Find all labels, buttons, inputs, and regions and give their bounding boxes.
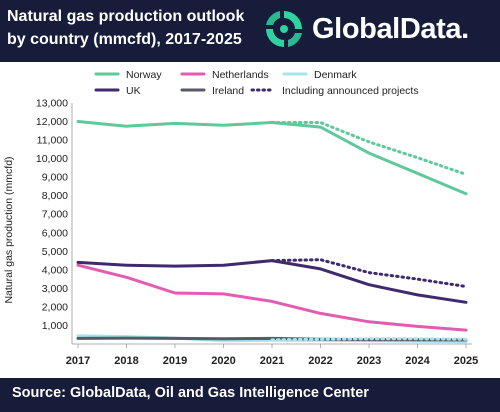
announced-projects-line-2 <box>270 337 468 342</box>
legend: Norway Netherlands Denmark UK Ireland Includi… <box>94 69 419 97</box>
series-line-norway <box>76 120 468 196</box>
x-tick-label: 2022 <box>308 355 332 367</box>
y-tick-label: 7,000 <box>42 209 68 221</box>
x-tick-label: 2024 <box>405 355 430 367</box>
y-tick-label: 6,000 <box>42 227 68 239</box>
legend-item: Netherlands <box>180 69 269 81</box>
legend-label: UK <box>126 85 141 97</box>
legend-label: Ireland <box>212 85 244 97</box>
x-tick-label: 2017 <box>66 355 90 367</box>
logo-wordmark: GlobalData. <box>312 12 469 45</box>
x-tick-label: 2023 <box>357 355 381 367</box>
series-line-netherlands <box>76 263 468 332</box>
y-tick-label: 1,000 <box>42 320 68 332</box>
legend-label: Including announced projects <box>282 85 419 97</box>
y-tick-label: 3,000 <box>42 283 68 295</box>
footer-banner: Source: GlobalData, Oil and Gas Intellig… <box>0 378 500 412</box>
legend-label: Netherlands <box>212 69 269 81</box>
legend-item: Ireland <box>180 85 244 97</box>
y-axis: 1,000 2,000 3,000 4,000 5,000 6,000 7,000 8,000… <box>36 98 73 344</box>
x-tick-label: 2020 <box>211 355 235 367</box>
y-tick-label: 11,000 <box>37 135 68 147</box>
y-tick-label: 9,000 <box>42 172 68 184</box>
legend-label: Denmark <box>314 69 357 81</box>
x-axis: 2017 2018 2019 2020 2021 2022 2023 2024 2025 <box>66 343 478 367</box>
globaldata-mark-icon <box>266 11 302 47</box>
globaldata-logo: GlobalData. <box>262 7 469 51</box>
y-tick-label: 8,000 <box>42 190 68 202</box>
legend-item: Denmark <box>282 69 357 81</box>
x-tick-label: 2018 <box>114 355 138 367</box>
legend-item: Norway <box>94 69 162 81</box>
y-tick-label: 10,000 <box>36 153 68 165</box>
y-tick-label: 12,000 <box>36 116 68 128</box>
y-tick-label: 4,000 <box>42 264 68 276</box>
legend-item: Including announced projects <box>250 85 419 97</box>
x-tick-label: 2021 <box>260 355 284 367</box>
announced-projects-line-1 <box>270 258 468 288</box>
title-line-1: Natural gas production outlook <box>7 8 245 25</box>
line-chart: Norway Netherlands Denmark UK Ireland Includi… <box>3 69 478 367</box>
y-tick-label: 2,000 <box>42 301 68 313</box>
source-note: Source: GlobalData, Oil and Gas Intellig… <box>12 385 369 401</box>
legend-label: Norway <box>126 69 162 81</box>
legend-item: UK <box>94 85 141 97</box>
series-lines <box>76 120 468 344</box>
announced-projects-line-0 <box>270 121 468 176</box>
header-banner: Natural gas production outlook by countr… <box>0 0 500 62</box>
y-tick-label: 13,000 <box>36 98 68 110</box>
x-tick-label: 2019 <box>163 355 187 367</box>
y-tick-label: 5,000 <box>42 246 68 258</box>
y-axis-label: Natural gas production (mmcfd) <box>3 156 15 303</box>
title-line-2: by country (mmcfd), 2017-2025 <box>7 31 242 48</box>
chart-title: Natural gas production outlook by countr… <box>7 5 287 51</box>
x-tick-label: 2025 <box>454 355 478 367</box>
